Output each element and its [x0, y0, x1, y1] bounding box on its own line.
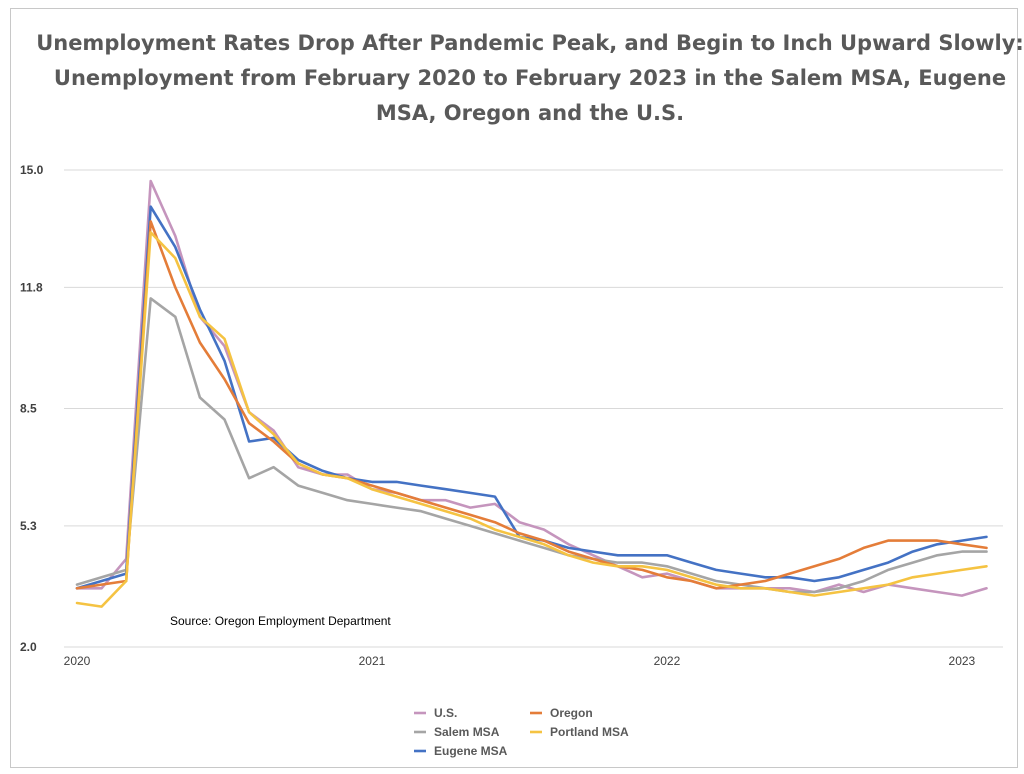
legend-label-salem-msa: Salem MSA: [434, 725, 500, 739]
series-line-portland-msa: [75, 231, 988, 608]
chart-title-line-1: Unemployment Rates Drop After Pandemic P…: [36, 31, 1024, 55]
chart-title: Unemployment Rates Drop After Pandemic P…: [30, 26, 1024, 131]
legend-label-oregon: Oregon: [550, 706, 593, 720]
chart-title-line-2: Unemployment from February 2020 to Febru…: [53, 66, 1007, 90]
series-line-eugene-msa: [75, 205, 988, 590]
legend: U.S. Salem MSA Eugene MSA Oregon Portland MS…: [414, 706, 629, 758]
y-tick-label: 8.5: [20, 402, 37, 416]
series-line-salem-msa: [75, 297, 988, 594]
legend-label-portland-msa: Portland MSA: [550, 725, 629, 739]
source-annotation: Source: Oregon Employment Department: [170, 614, 391, 628]
x-tick-label: 2022: [654, 654, 681, 668]
chart-title-line-3: MSA, Oregon and the U.S.: [375, 101, 685, 125]
grid-lines: [64, 169, 1003, 648]
y-tick-label: 2.0: [20, 640, 37, 654]
series-line-oregon: [75, 220, 988, 590]
x-tick-label: 2020: [64, 654, 91, 668]
y-tick-label: 5.3: [20, 519, 37, 533]
x-axis-ticks: 2020 2021 2022 2023: [64, 654, 976, 668]
y-tick-label: 15.0: [20, 163, 44, 177]
legend-label-u-s: U.S.: [434, 706, 457, 720]
x-tick-label: 2021: [359, 654, 386, 668]
chart-frame: [10, 8, 1018, 768]
x-tick-label: 2023: [949, 654, 976, 668]
series-line-u-s: [75, 179, 988, 597]
y-tick-label: 11.8: [20, 280, 43, 294]
y-axis-ticks: 2.0 5.3 8.5 11.8 15.0: [20, 163, 44, 654]
series-lines: [75, 179, 988, 608]
legend-label-eugene-msa: Eugene MSA: [434, 744, 508, 758]
